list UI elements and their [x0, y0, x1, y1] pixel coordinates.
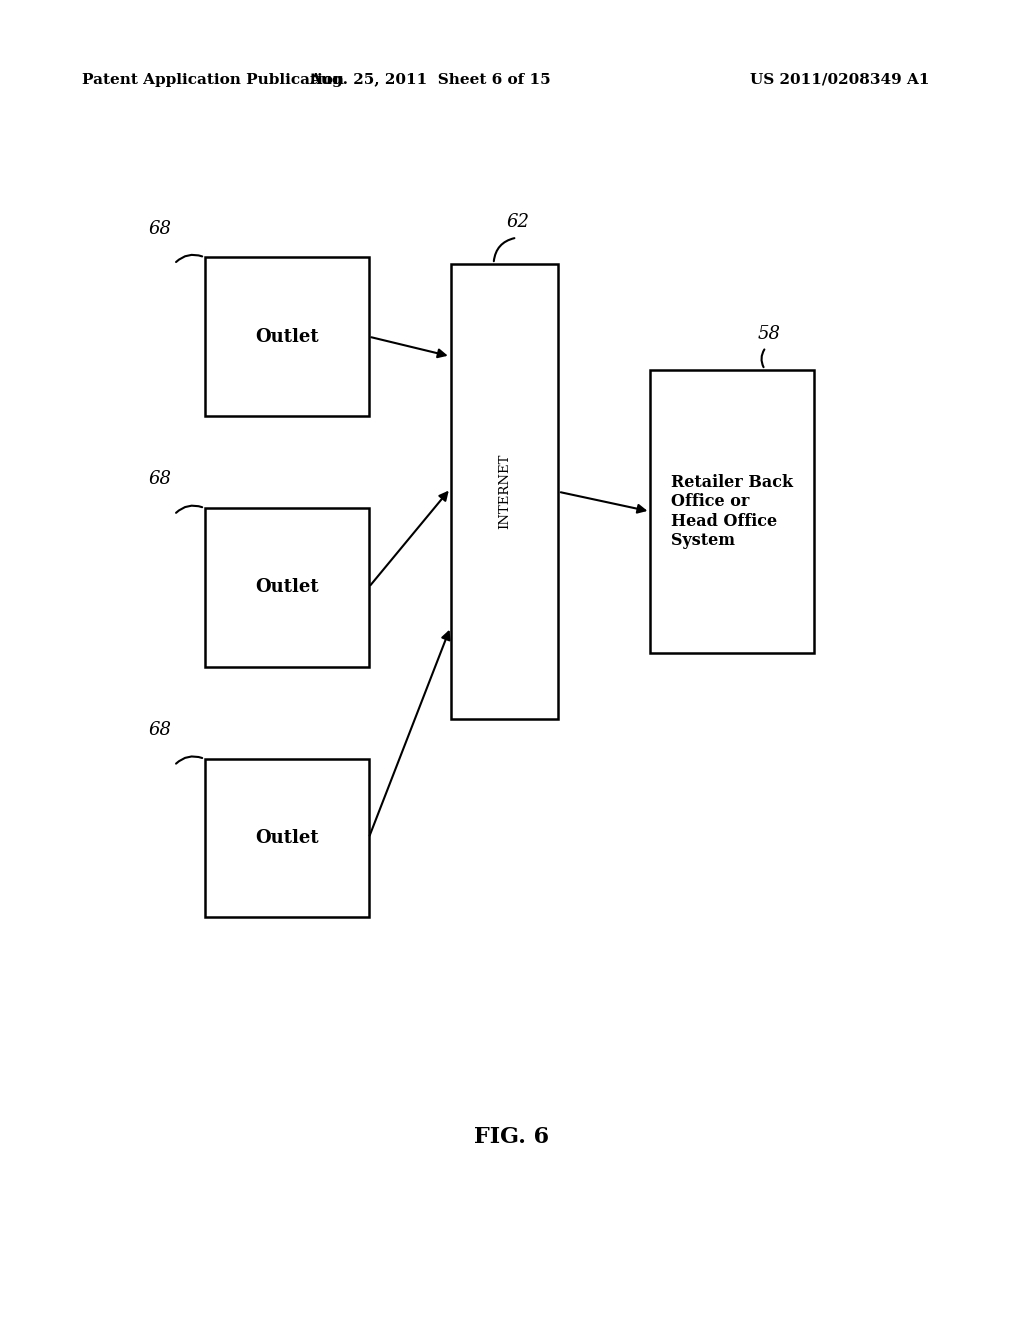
Text: FIG. 6: FIG. 6 [474, 1126, 550, 1148]
Text: 68: 68 [148, 470, 171, 488]
Bar [205, 759, 369, 917]
Text: 68: 68 [148, 219, 171, 238]
Bar [451, 264, 558, 719]
Text: 58: 58 [758, 325, 780, 343]
Text: Outlet: Outlet [255, 578, 318, 597]
Text: Retailer Back
Office or
Head Office
System: Retailer Back Office or Head Office Syst… [671, 474, 794, 549]
Text: 68: 68 [148, 721, 171, 739]
Text: Aug. 25, 2011  Sheet 6 of 15: Aug. 25, 2011 Sheet 6 of 15 [309, 73, 551, 87]
Text: Outlet: Outlet [255, 829, 318, 847]
Text: US 2011/0208349 A1: US 2011/0208349 A1 [750, 73, 930, 87]
Text: Outlet: Outlet [255, 327, 318, 346]
Text: 62: 62 [507, 213, 529, 231]
Bar [650, 370, 814, 653]
Text: Patent Application Publication: Patent Application Publication [82, 73, 344, 87]
Bar [205, 257, 369, 416]
Bar [205, 508, 369, 667]
Text: INTERNET: INTERNET [498, 454, 511, 529]
